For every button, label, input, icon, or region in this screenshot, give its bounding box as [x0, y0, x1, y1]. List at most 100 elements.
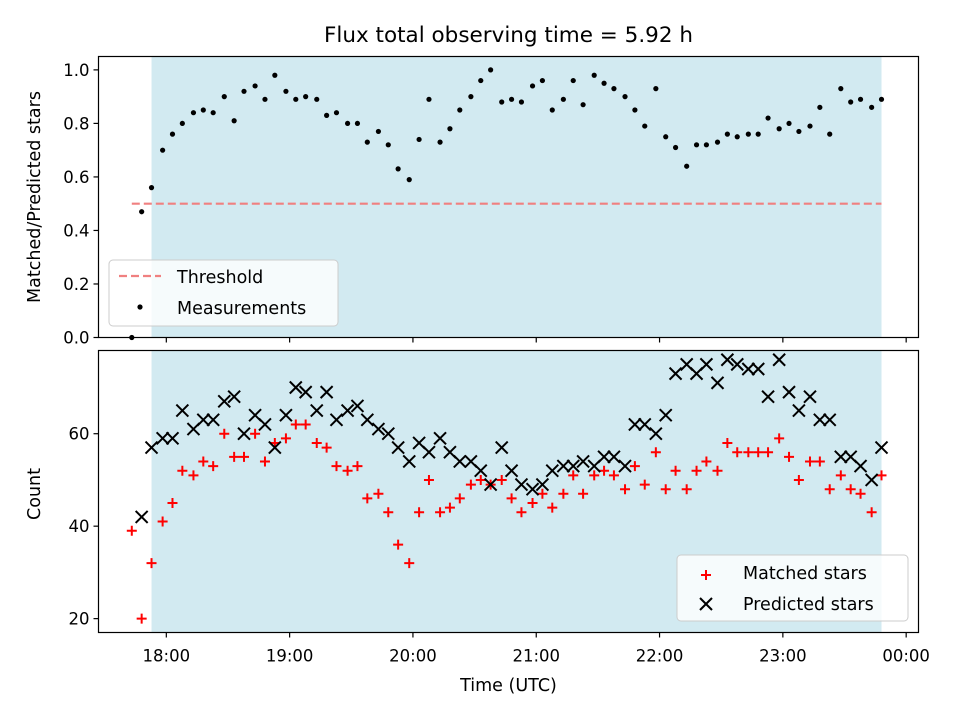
measurement-point: [827, 131, 833, 137]
matched-star-point: [331, 461, 342, 472]
matched-star-point: [578, 488, 589, 499]
matched-star-point: [568, 470, 579, 481]
predicted-star-point: [710, 376, 725, 390]
measurement-point: [333, 110, 340, 116]
measurement-point: [776, 126, 782, 132]
measurement-point: [611, 86, 617, 92]
measurement-point: [529, 83, 536, 89]
predicted-star-point: [834, 450, 848, 464]
matched-star-point: [712, 465, 723, 476]
predicted-star-point: [668, 366, 683, 381]
measurement-point: [549, 107, 555, 113]
matched-star-point: [793, 474, 804, 485]
predicted-star-point: [474, 463, 488, 478]
measurement-point: [508, 96, 515, 102]
measurement-point: [293, 96, 299, 102]
predicted-star-point: [402, 454, 416, 469]
matched-legend-swatch: [701, 570, 711, 580]
bottom-xtick-label: 22:00: [636, 647, 684, 666]
measurement-point: [395, 166, 401, 172]
predicted-star-point: [813, 413, 827, 427]
measurement-point: [200, 107, 206, 113]
measurement-point: [672, 144, 679, 151]
measurement-point: [848, 99, 854, 105]
predicted-star-point: [618, 459, 632, 473]
measurement-point: [457, 107, 463, 113]
predicted-star-point: [391, 440, 405, 455]
measurement-point: [262, 96, 268, 102]
predicted-star-point: [761, 390, 775, 404]
matched-star-point: [835, 470, 846, 481]
predicted-star-point: [268, 440, 282, 455]
measurement-point: [807, 123, 813, 129]
measurement-point: [560, 96, 566, 102]
measurement-point: [796, 128, 802, 135]
chart-title: Flux total observing time = 5.92 h: [324, 23, 693, 48]
bottom-ylabel: Count: [25, 468, 45, 520]
measurement-point: [745, 131, 751, 137]
predicted-star-point: [659, 408, 673, 422]
matched-star-point: [876, 470, 887, 481]
matched-star-point: [496, 474, 507, 485]
matched-star-point: [804, 456, 815, 467]
top-ylabel: Matched/Predicted stars: [25, 91, 45, 303]
matched-star-point: [547, 502, 558, 513]
predicted-star-point: [792, 403, 806, 418]
measurement-point: [488, 67, 494, 73]
measurement-point: [591, 72, 597, 78]
measurement-point: [344, 120, 351, 127]
measurement-point: [838, 86, 844, 92]
measurement-point: [786, 120, 792, 127]
bottom-plot-area: 20 40 60 18:00 19:00 20:00 21:00 22:00 23:00 00:0…: [69, 350, 930, 666]
matched-star-point: [506, 493, 517, 504]
matched-star-point: [157, 516, 168, 527]
measurement-point: [869, 104, 875, 110]
measurement-point: [148, 185, 155, 191]
measurement-point: [539, 77, 546, 84]
measurements-legend-label: Measurements: [177, 299, 306, 319]
matched-star-point: [763, 447, 774, 458]
measurement-point: [857, 96, 864, 102]
predicted-star-point: [227, 390, 241, 404]
predicted-legend-label: Predicted stars: [743, 595, 874, 615]
matched-star-point: [650, 447, 661, 458]
predicted-star-point: [556, 459, 571, 473]
measurement-point: [241, 88, 247, 94]
matched-star-point: [558, 488, 569, 499]
measurement-point: [653, 86, 659, 92]
predicted-star-point: [483, 477, 498, 492]
predicted-star-point: [134, 510, 149, 524]
matched-star-point: [660, 484, 671, 495]
predicted-star-point: [803, 390, 817, 404]
predicted-star-point: [371, 422, 386, 436]
measurement-point: [478, 77, 484, 84]
top-ytick-label: 0.4: [63, 221, 89, 240]
bottom-panel: Count Time (UTC) 20 40 60 18:00 19:00 20:00 21…: [25, 349, 930, 696]
top-ytick-label: 0.6: [63, 168, 89, 187]
matched-star-point: [250, 428, 261, 439]
predicted-star-point: [237, 427, 251, 441]
predicted-star-point: [720, 353, 735, 367]
predicted-star-point: [853, 459, 868, 473]
matched-star-point: [167, 498, 178, 509]
measurement-point: [570, 77, 576, 84]
measurement-point: [684, 163, 690, 169]
measurement-point: [693, 142, 700, 148]
matched-star-point: [311, 437, 322, 448]
matched-star-point: [701, 456, 712, 467]
measurement-point: [160, 147, 166, 153]
predicted-star-point: [144, 440, 159, 455]
predicted-star-point: [874, 440, 889, 455]
top-axes-frame: [97, 55, 920, 339]
measurement-point: [179, 120, 185, 127]
bottom-xtick-label: 19:00: [266, 647, 314, 666]
matched-star-point: [465, 479, 476, 490]
matched-star-point: [784, 451, 795, 462]
matched-star-point: [290, 419, 301, 430]
matched-star-point: [229, 451, 240, 462]
matched-star-point: [321, 442, 332, 453]
measurement-point: [210, 110, 216, 116]
predicted-star-point: [649, 427, 663, 441]
top-panel: Flux total observing time = 5.92 h Match…: [25, 23, 920, 348]
matched-star-point: [435, 507, 446, 518]
